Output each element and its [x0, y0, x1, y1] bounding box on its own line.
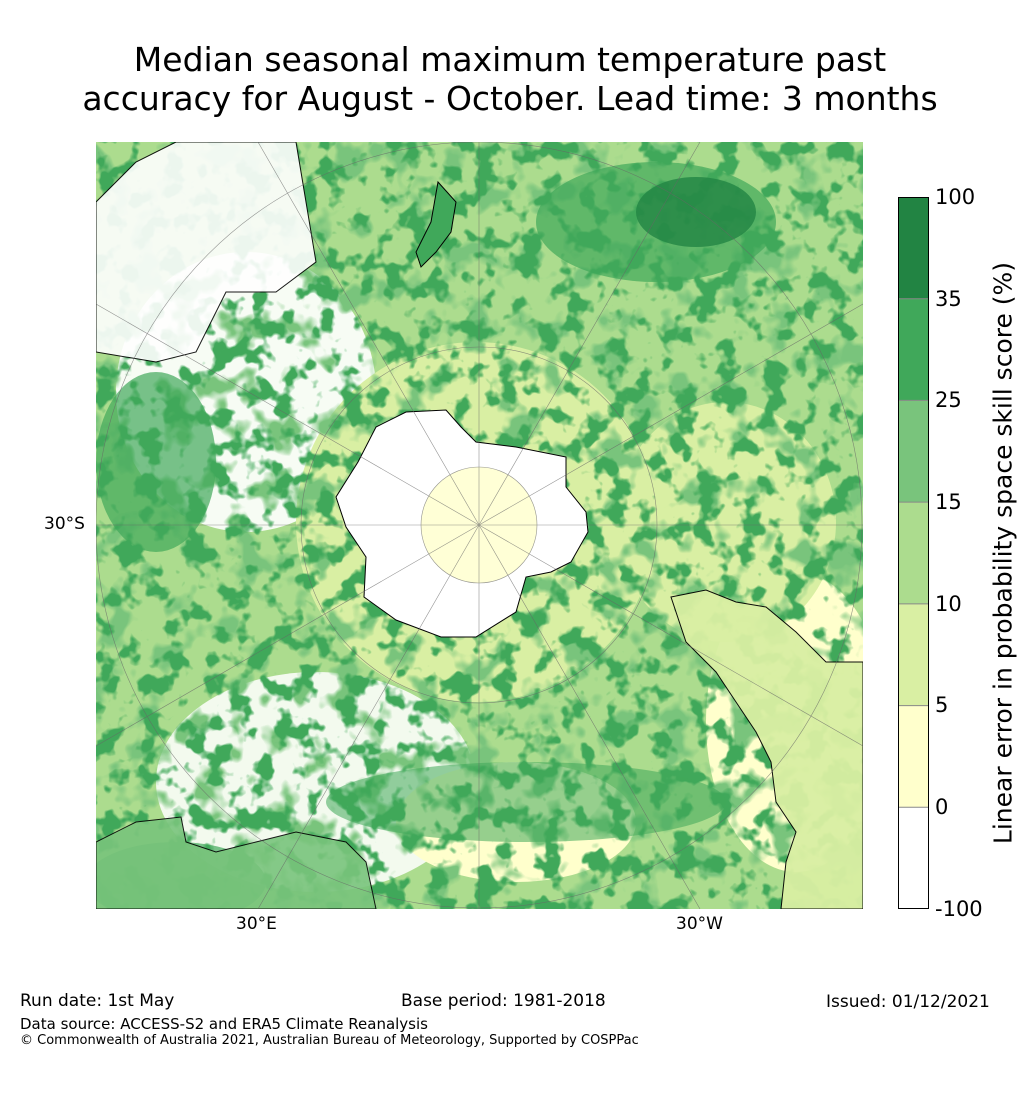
data-source: Data source: ACCESS-S2 and ERA5 Climate … — [20, 1015, 428, 1033]
africa — [96, 816, 377, 909]
colorbar-tick-35: 35 — [935, 287, 962, 311]
colorbar — [898, 197, 929, 909]
colorbar-tick-10: 10 — [935, 592, 962, 616]
colorbar-tick-0: 0 — [935, 795, 949, 819]
colorbar-band — [898, 705, 929, 808]
colorbar-band — [898, 502, 929, 604]
colorbar-band — [898, 197, 929, 299]
colorbar-tick-25: 25 — [935, 388, 962, 412]
colorbar-label: Linear error in probability space skill … — [988, 261, 1018, 845]
south-america — [670, 589, 863, 909]
colorbar-tick-100: 100 — [935, 185, 976, 209]
copyright: © Commonwealth of Australia 2021, Austra… — [20, 1033, 639, 1048]
new-zealand — [415, 180, 457, 268]
lon-label-30e: 30°E — [236, 914, 277, 934]
colorbar-band — [898, 807, 929, 909]
colorbar-band — [898, 400, 929, 503]
colorbar-tick-5: 5 — [935, 693, 949, 717]
graticule — [96, 142, 863, 909]
australia — [96, 142, 317, 363]
lat-label-30s: 30°S — [44, 514, 85, 534]
colorbar-tick-minus-100: -100 — [935, 897, 983, 921]
title-line-1: Median seasonal maximum temperature past — [133, 40, 887, 79]
skill-map — [96, 142, 863, 909]
title-line-2: accuracy for August - October. Lead time… — [82, 79, 938, 118]
issued-date: Issued: 01/12/2021 — [826, 992, 990, 1012]
colorbar-tick-15: 15 — [935, 490, 962, 514]
colorbar-band — [898, 603, 929, 706]
chart-title: Median seasonal maximum temperature past… — [0, 40, 1020, 118]
colorbar-frame — [898, 197, 929, 909]
run-date: Run date: 1st May — [20, 991, 175, 1011]
base-period: Base period: 1981-2018 — [401, 991, 606, 1011]
lon-label-30w: 30°W — [676, 914, 723, 934]
colorbar-band — [898, 298, 929, 401]
